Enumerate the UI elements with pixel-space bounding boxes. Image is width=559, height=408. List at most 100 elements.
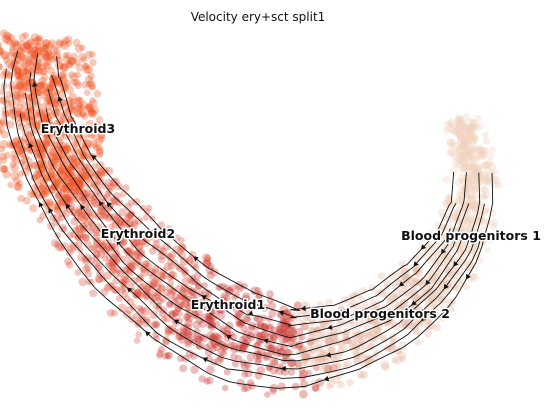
cell-point bbox=[213, 343, 222, 352]
cell-point bbox=[457, 133, 466, 142]
cell-point bbox=[38, 144, 47, 153]
cell-point bbox=[17, 95, 25, 103]
cell-point bbox=[449, 167, 458, 175]
cell-point bbox=[25, 58, 33, 67]
cell-point bbox=[103, 210, 111, 217]
cell-point bbox=[399, 265, 407, 273]
cell-point bbox=[161, 352, 170, 360]
cell-point bbox=[221, 384, 229, 392]
cell-point bbox=[77, 166, 84, 174]
cell-point bbox=[74, 44, 84, 53]
cell-point bbox=[70, 162, 79, 171]
cell-point bbox=[247, 325, 255, 333]
cell-point bbox=[41, 116, 50, 125]
cell-point bbox=[298, 345, 306, 353]
cell-point bbox=[424, 254, 432, 262]
cell-point bbox=[25, 39, 33, 48]
cell-point bbox=[288, 327, 297, 336]
cell-point bbox=[95, 148, 104, 157]
cell-point bbox=[194, 308, 203, 317]
cell-point bbox=[365, 356, 374, 365]
cell-point bbox=[307, 333, 315, 341]
cell-point bbox=[474, 152, 482, 161]
cell-point bbox=[353, 302, 361, 310]
cell-point bbox=[84, 180, 94, 189]
cell-point bbox=[18, 81, 26, 88]
cell-point bbox=[467, 215, 476, 224]
cell-point bbox=[39, 181, 48, 190]
cell-point bbox=[242, 314, 251, 324]
cell-point bbox=[137, 283, 145, 291]
cell-point bbox=[183, 329, 193, 338]
cell-point bbox=[206, 341, 215, 350]
cell-point bbox=[455, 266, 464, 276]
cell-point bbox=[156, 349, 164, 358]
cell-point bbox=[19, 63, 28, 72]
cell-point bbox=[466, 180, 475, 189]
cell-point bbox=[461, 127, 470, 135]
cell-point bbox=[85, 105, 93, 113]
cell-point bbox=[95, 264, 102, 272]
cell-point bbox=[103, 271, 112, 280]
cell-point bbox=[269, 344, 277, 353]
cell-point bbox=[369, 299, 377, 306]
cell-point bbox=[90, 210, 98, 218]
cell-point bbox=[34, 42, 43, 51]
cell-point bbox=[324, 364, 333, 373]
cell-point bbox=[121, 275, 130, 284]
cell-point bbox=[378, 289, 387, 298]
cell-point bbox=[59, 74, 68, 83]
cell-point bbox=[173, 234, 181, 241]
cell-point bbox=[451, 158, 461, 168]
cell-point bbox=[143, 208, 151, 216]
cell-point bbox=[59, 77, 68, 87]
cell-point bbox=[78, 169, 87, 179]
cell-point bbox=[136, 253, 144, 260]
cell-point bbox=[411, 254, 419, 262]
cell-point bbox=[446, 268, 455, 278]
cell-point bbox=[471, 132, 479, 140]
cell-point bbox=[85, 119, 95, 129]
cell-point bbox=[81, 233, 90, 242]
cell-point bbox=[60, 176, 69, 185]
cell-point bbox=[469, 184, 478, 193]
cell-point bbox=[16, 180, 24, 188]
cell-point bbox=[134, 238, 141, 245]
cell-point bbox=[284, 321, 292, 329]
cell-point bbox=[471, 186, 480, 195]
cell-points bbox=[0, 29, 503, 400]
cell-point bbox=[45, 81, 54, 90]
cell-point bbox=[454, 129, 462, 136]
cell-point bbox=[31, 46, 40, 54]
cell-point bbox=[298, 358, 307, 367]
cell-point bbox=[480, 193, 488, 201]
cell-point bbox=[149, 273, 158, 282]
cell-point bbox=[4, 59, 14, 69]
cell-point bbox=[185, 349, 194, 358]
cell-point bbox=[241, 282, 248, 290]
cell-point bbox=[401, 320, 410, 329]
cell-point bbox=[128, 262, 137, 272]
cell-point bbox=[95, 146, 104, 155]
cell-point bbox=[5, 38, 14, 46]
cell-point bbox=[358, 337, 368, 347]
cell-point bbox=[470, 272, 478, 280]
cell-point bbox=[412, 254, 421, 263]
cell-point bbox=[165, 351, 173, 360]
cell-point bbox=[10, 149, 19, 158]
cell-point bbox=[0, 43, 2, 50]
cell-point bbox=[487, 178, 496, 186]
cell-point bbox=[64, 35, 73, 43]
cell-point bbox=[68, 178, 78, 188]
cell-point bbox=[461, 142, 470, 151]
cell-point bbox=[327, 379, 336, 388]
cell-point bbox=[100, 288, 109, 297]
cell-point bbox=[164, 252, 172, 260]
cell-point bbox=[459, 164, 469, 173]
cell-point bbox=[52, 100, 59, 107]
cell-point bbox=[192, 264, 200, 272]
cell-point bbox=[264, 391, 271, 398]
cell-point bbox=[490, 219, 499, 228]
cell-point bbox=[53, 145, 62, 154]
cell-point bbox=[297, 348, 305, 356]
